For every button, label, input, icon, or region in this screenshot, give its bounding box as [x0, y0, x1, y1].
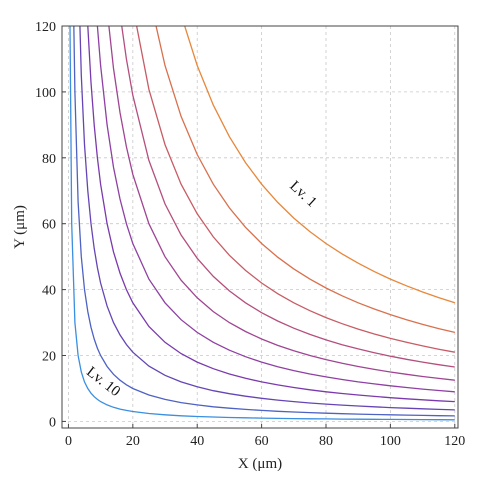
x-tick-label: 100	[380, 434, 401, 449]
x-tick-label: 120	[444, 434, 465, 449]
series-line-10	[69, 26, 455, 421]
x-tick-label: 60	[255, 434, 269, 449]
y-axis-label: Y (μm)	[12, 205, 28, 249]
x-axis-label: X (μm)	[238, 456, 282, 472]
series-line-1	[183, 26, 455, 304]
annotation-2: Lv. 10	[83, 364, 123, 400]
y-tick-label: 80	[42, 152, 56, 167]
plot-frame	[61, 25, 459, 429]
y-tick-label: 20	[42, 350, 56, 365]
series-group	[69, 26, 455, 421]
series-line-4	[121, 26, 455, 368]
tick-labels: 0 20 40 60 80 100 120 0 20 40 60 80 100 120	[35, 20, 465, 449]
series-line-6	[96, 26, 455, 393]
annotations: Lv. 1 Lv. 10	[83, 178, 320, 400]
series-line-3	[135, 26, 455, 353]
annotation-1: Lv. 1	[286, 178, 319, 211]
series-line-9	[73, 26, 455, 417]
series-line-7	[87, 26, 455, 403]
y-tick-label: 40	[42, 284, 56, 299]
y-tick-label: 100	[35, 86, 56, 101]
x-tick-label: 0	[65, 434, 72, 449]
y-tick-label: 120	[35, 20, 56, 35]
y-tick-label: 0	[49, 415, 56, 430]
series-line-5	[108, 26, 455, 381]
x-tick-label: 40	[190, 434, 204, 449]
series-line-2	[155, 26, 455, 334]
y-tick-label: 60	[42, 218, 56, 233]
x-tick-label: 80	[319, 434, 333, 449]
x-tick-label: 20	[126, 434, 140, 449]
series-line-8	[79, 26, 455, 411]
grid	[62, 25, 458, 428]
